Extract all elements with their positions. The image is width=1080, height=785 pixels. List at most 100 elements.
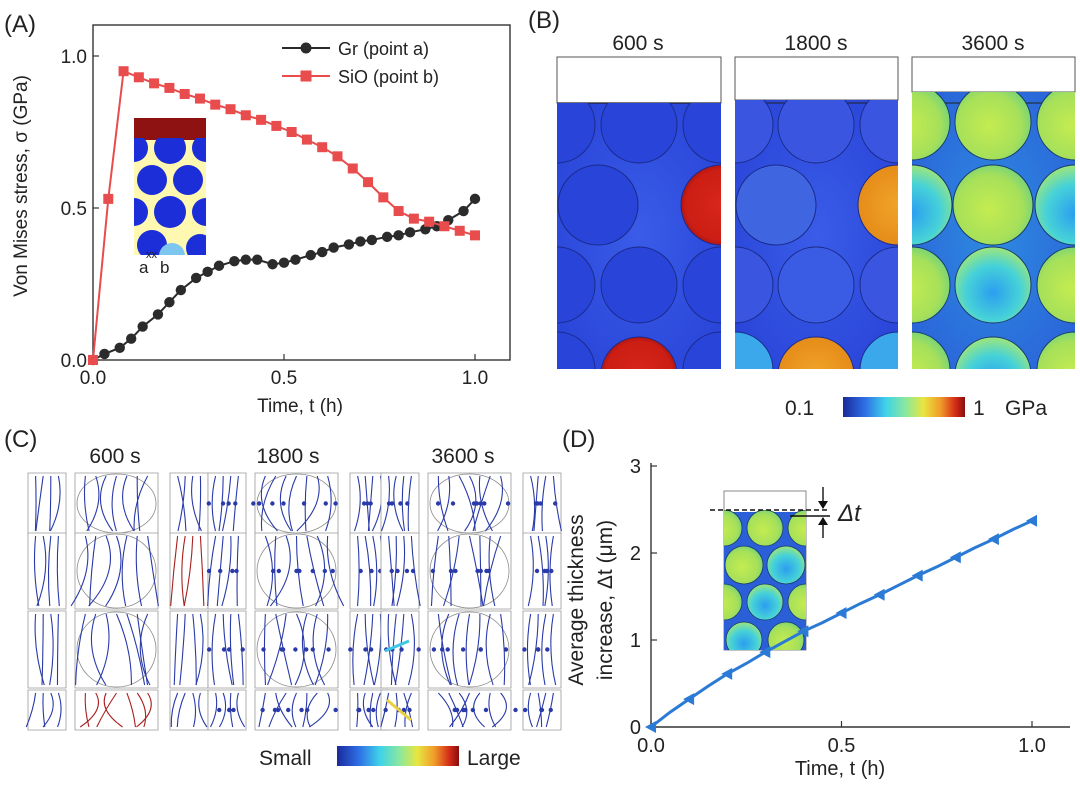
flux-streamline (314, 613, 329, 686)
panel-b: (B) 600 s 1800 s 3600 s (528, 7, 1076, 420)
flux-streamline (126, 692, 137, 728)
y-tick-label-d: 1 (630, 630, 641, 652)
y-ticks-d: 0 1 2 3 (630, 456, 657, 739)
data-point-sio (103, 193, 114, 204)
x-tick-label-a: 1.0 (462, 368, 488, 389)
flux-arrow-head (323, 501, 328, 506)
particle (600, 246, 678, 324)
flux-arrow-head (234, 568, 239, 574)
particle-high-stress (600, 336, 678, 369)
flux-streamline (260, 475, 278, 532)
flux-arrow-head (206, 647, 212, 652)
inset-domain-d: Δt (710, 487, 862, 651)
series-line-thickness (650, 519, 1033, 729)
flux-streamline (550, 613, 557, 686)
flux-streamline (49, 613, 54, 686)
flux-arrow-head (544, 568, 550, 574)
stress-map-600s (556, 56, 722, 369)
particle (735, 100, 774, 164)
data-point-thickness (1026, 514, 1037, 527)
flux-arrow-head (358, 568, 363, 574)
x-ticks-a: 0.0 0.5 1.0 (80, 354, 488, 389)
flux-arrow-head (450, 501, 456, 506)
flux-arrow-head (416, 647, 421, 652)
flux-streamline (41, 613, 44, 686)
particle (954, 92, 1032, 161)
flux-streamline (75, 613, 86, 686)
flux-streamline (325, 475, 332, 532)
flux-arrow-head (435, 501, 441, 506)
inset-particles (134, 138, 206, 255)
inset-label-b: b (160, 258, 169, 277)
particle (682, 246, 721, 324)
data-point-sio (393, 206, 404, 217)
flux-streamline (309, 692, 331, 728)
data-point-gr (328, 242, 339, 253)
flux-streamline (33, 535, 40, 607)
flux-arrow-head (478, 501, 483, 506)
flux-arrow-head (533, 501, 539, 506)
inset-particle (192, 138, 206, 162)
flux-streamline (437, 692, 454, 728)
inset-d-particle (725, 621, 763, 650)
inset-particle (137, 165, 167, 195)
flux-streamline (441, 613, 451, 686)
inset-d-particle (746, 510, 784, 547)
particle (735, 246, 774, 324)
data-point-gr (229, 256, 240, 267)
flux-streamline (42, 692, 54, 728)
flux-arrow-head (389, 568, 394, 574)
flux-streamline (90, 613, 107, 686)
panel-c-time-600: 600 s (89, 445, 140, 468)
flux-arrow-head (505, 501, 511, 506)
flux-streamline (199, 535, 205, 607)
flux-streamline (541, 613, 547, 686)
particle (912, 331, 951, 369)
flux-arrow-head (482, 501, 487, 506)
flux-streamline (89, 535, 97, 607)
legend-sio-marker (300, 70, 312, 82)
flux-streamline (170, 692, 179, 728)
flux-arrow-head (348, 647, 353, 652)
inset-particle (137, 230, 167, 255)
flux-arrow-head (240, 647, 245, 652)
colorbar-c-max: Large (467, 747, 521, 770)
flux-cell (74, 532, 159, 610)
panel-c: (C) 600 s 1800 s 3600 s Small Large (4, 426, 562, 770)
flux-arrow-head (369, 568, 374, 574)
data-point-gr (278, 257, 290, 268)
flux-arrow-head (270, 568, 276, 574)
data-point-sio (210, 99, 221, 110)
panel-label-a: (A) (4, 11, 36, 38)
flux-arrow-head (448, 568, 454, 574)
particle (557, 103, 596, 164)
data-point-sio (347, 163, 358, 174)
particle (954, 336, 1032, 369)
flux-streamline (136, 475, 141, 532)
y-axis-label-a: Von Mises stress, σ (GPa) (11, 75, 32, 297)
data-point-gr (114, 342, 125, 354)
axes-frame-a (92, 24, 511, 361)
flux-arrow-head (395, 568, 400, 574)
flux-cell (74, 610, 159, 689)
flux-streamline (375, 692, 381, 728)
flux-arrow-head (483, 707, 489, 713)
flux-streamline (121, 535, 128, 607)
y-tick-label-a: 1.0 (61, 47, 87, 68)
flux-streamline (86, 475, 100, 532)
flux-streamline (192, 613, 197, 686)
flux-high-streamline (386, 698, 412, 722)
flux-arrow-head (301, 501, 307, 506)
flux-streamline (301, 613, 314, 686)
data-point-gr (126, 333, 137, 344)
flux-arrow-head (294, 568, 299, 574)
particle (600, 103, 678, 164)
flux-arrow-head (368, 647, 374, 652)
flux-streamline (111, 475, 118, 532)
flux-arrow-head (368, 501, 373, 506)
flux-arrow-head (405, 501, 410, 506)
flux-arrow-head (522, 647, 527, 652)
flux-streamline (170, 535, 179, 607)
y-axis-label-d-line2: increase, Δt (μm) (594, 520, 617, 680)
y-tick-label-d: 3 (630, 456, 641, 478)
